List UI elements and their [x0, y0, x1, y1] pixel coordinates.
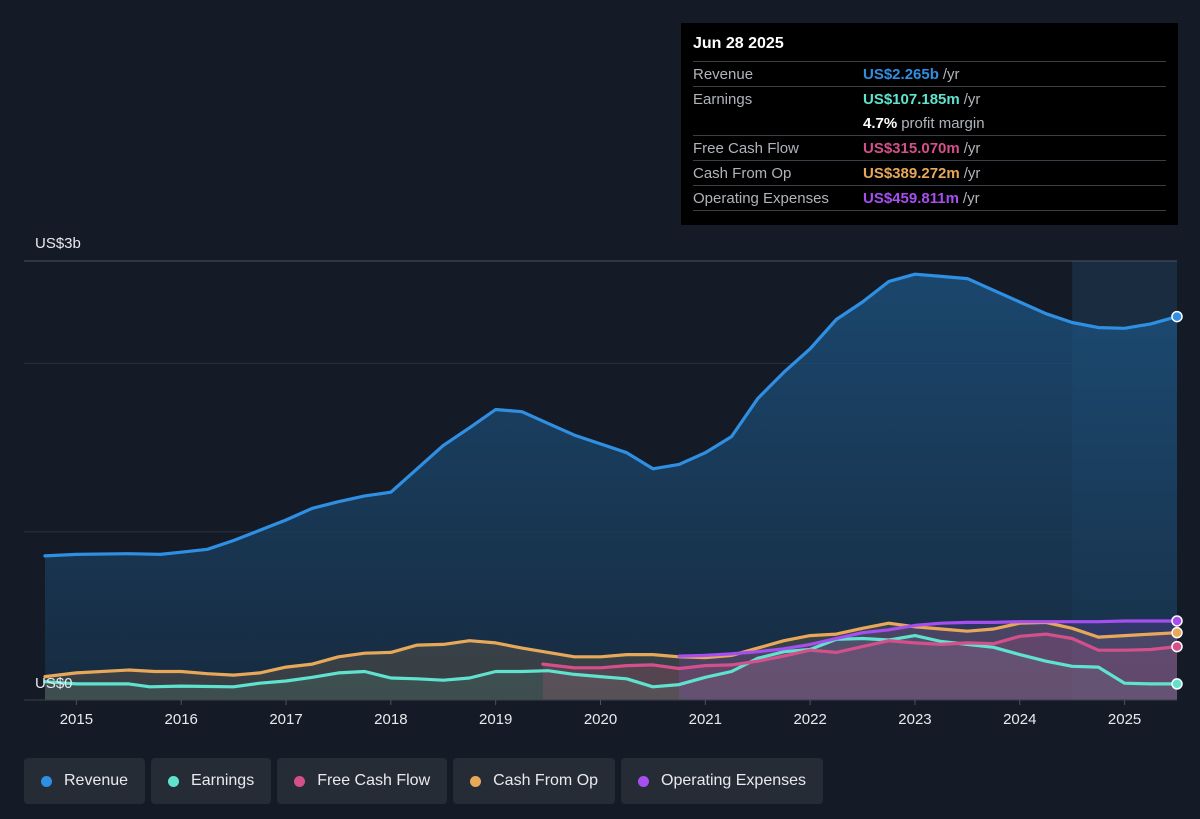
revenue-dot-icon [41, 775, 52, 787]
legend-item-cash-from-op[interactable]: Cash From Op [453, 758, 616, 804]
x-tick-label: 2020 [584, 711, 617, 728]
legend-label: Earnings [191, 772, 255, 789]
fcf-dot-icon [294, 775, 306, 787]
opex-dot-icon [638, 775, 650, 787]
legend-label: Cash From Op [493, 772, 599, 789]
x-tick-label: 2018 [374, 711, 407, 728]
y-axis-top-label: US$3b [35, 235, 81, 252]
tooltip-value: US$107.185m [863, 90, 960, 108]
tooltip-label: Revenue [693, 65, 754, 83]
x-tick-label: 2024 [1003, 711, 1036, 728]
earnings-area [45, 635, 1177, 700]
tooltip-row-fcf: Free Cash Flow US$315.070m /yr [693, 135, 1166, 160]
tooltip-unit: /yr [942, 65, 960, 83]
series-lines [43, 272, 1179, 689]
tooltip-label: Operating Expenses [693, 189, 829, 207]
tooltip-label: Free Cash Flow [693, 139, 799, 157]
tooltip-value: US$459.811m [863, 189, 959, 207]
tooltip-value: US$2.265b [863, 65, 939, 83]
operating-expenses-line [677, 619, 1179, 658]
earnings-end-point [1171, 678, 1183, 690]
earnings-line [43, 634, 1179, 689]
legend-label: Revenue [64, 772, 129, 789]
data-tooltip: Jun 28 2025 Revenue US$2.265b /yr Earnin… [681, 23, 1178, 225]
x-tick-label: 2022 [793, 711, 826, 728]
tooltip-value: US$389.272m [863, 164, 960, 182]
operating-expenses-area [679, 621, 1177, 700]
tooltip-row-revenue: Revenue US$2.265b /yr [693, 61, 1166, 86]
tooltip-row-earnings: Earnings US$107.185m /yr [693, 86, 1166, 111]
tooltip-unit: /yr [963, 139, 981, 157]
cfo-dot-icon [470, 775, 482, 787]
tooltip-row-opex: Operating Expenses US$459.811m /yr [693, 185, 1166, 210]
x-tick-label: 2016 [165, 711, 198, 728]
y-axis-zero-label: US$0 [35, 675, 73, 692]
x-tick-label: 2015 [60, 711, 93, 728]
tooltip-date: Jun 28 2025 [693, 35, 784, 52]
tooltip-unit: /yr [963, 90, 981, 108]
tooltip-row-cfo: Cash From Op US$389.272m /yr [693, 160, 1166, 185]
revenue-end-point [1171, 310, 1183, 323]
x-tick-label: 2023 [898, 711, 931, 728]
series-areas [45, 274, 1177, 700]
revenue-area [45, 274, 1177, 700]
earnings-dot-icon [168, 775, 180, 787]
free-cash-flow-end-point [1171, 640, 1183, 653]
tooltip-label: Earnings [693, 90, 753, 108]
x-tick-label: 2019 [479, 711, 512, 728]
tooltip-value: US$315.070m [863, 139, 960, 157]
legend-item-operating-expenses[interactable]: Operating Expenses [621, 758, 824, 804]
x-tick-label: 2021 [689, 711, 722, 728]
free-cash-flow-area [542, 634, 1177, 700]
tooltip-unit: profit margin [901, 114, 985, 132]
legend-item-free-cash-flow[interactable]: Free Cash Flow [277, 758, 448, 804]
x-tick-label: 2017 [269, 711, 302, 728]
tooltip-label: Cash From Op [693, 164, 792, 182]
tooltip-unit: /yr [962, 189, 980, 207]
revenue-line [43, 272, 1179, 558]
cash-from-op-line [43, 620, 1179, 679]
x-axis-ticks: 2015 2016 2017 2018 2019 2020 2021 2022 2023 2024… [60, 700, 1141, 728]
cash-from-op-end-point [1171, 626, 1183, 639]
tooltip-unit: /yr [963, 164, 981, 182]
legend-item-revenue[interactable]: Revenue [24, 758, 146, 804]
legend-label: Free Cash Flow [317, 772, 431, 789]
tooltip-value: 4.7% [863, 114, 898, 132]
series-end-dots [1171, 310, 1183, 690]
legend-label: Operating Expenses [661, 772, 807, 789]
tooltip-row-margin: 4.7% profit margin [693, 111, 1166, 135]
x-tick-label: 2025 [1108, 711, 1141, 728]
free-cash-flow-line [541, 632, 1179, 671]
legend-item-earnings[interactable]: Earnings [151, 758, 272, 804]
chart-legend: Revenue Earnings Free Cash Flow Cash Fro… [24, 758, 824, 804]
operating-expenses-end-point [1171, 615, 1183, 627]
